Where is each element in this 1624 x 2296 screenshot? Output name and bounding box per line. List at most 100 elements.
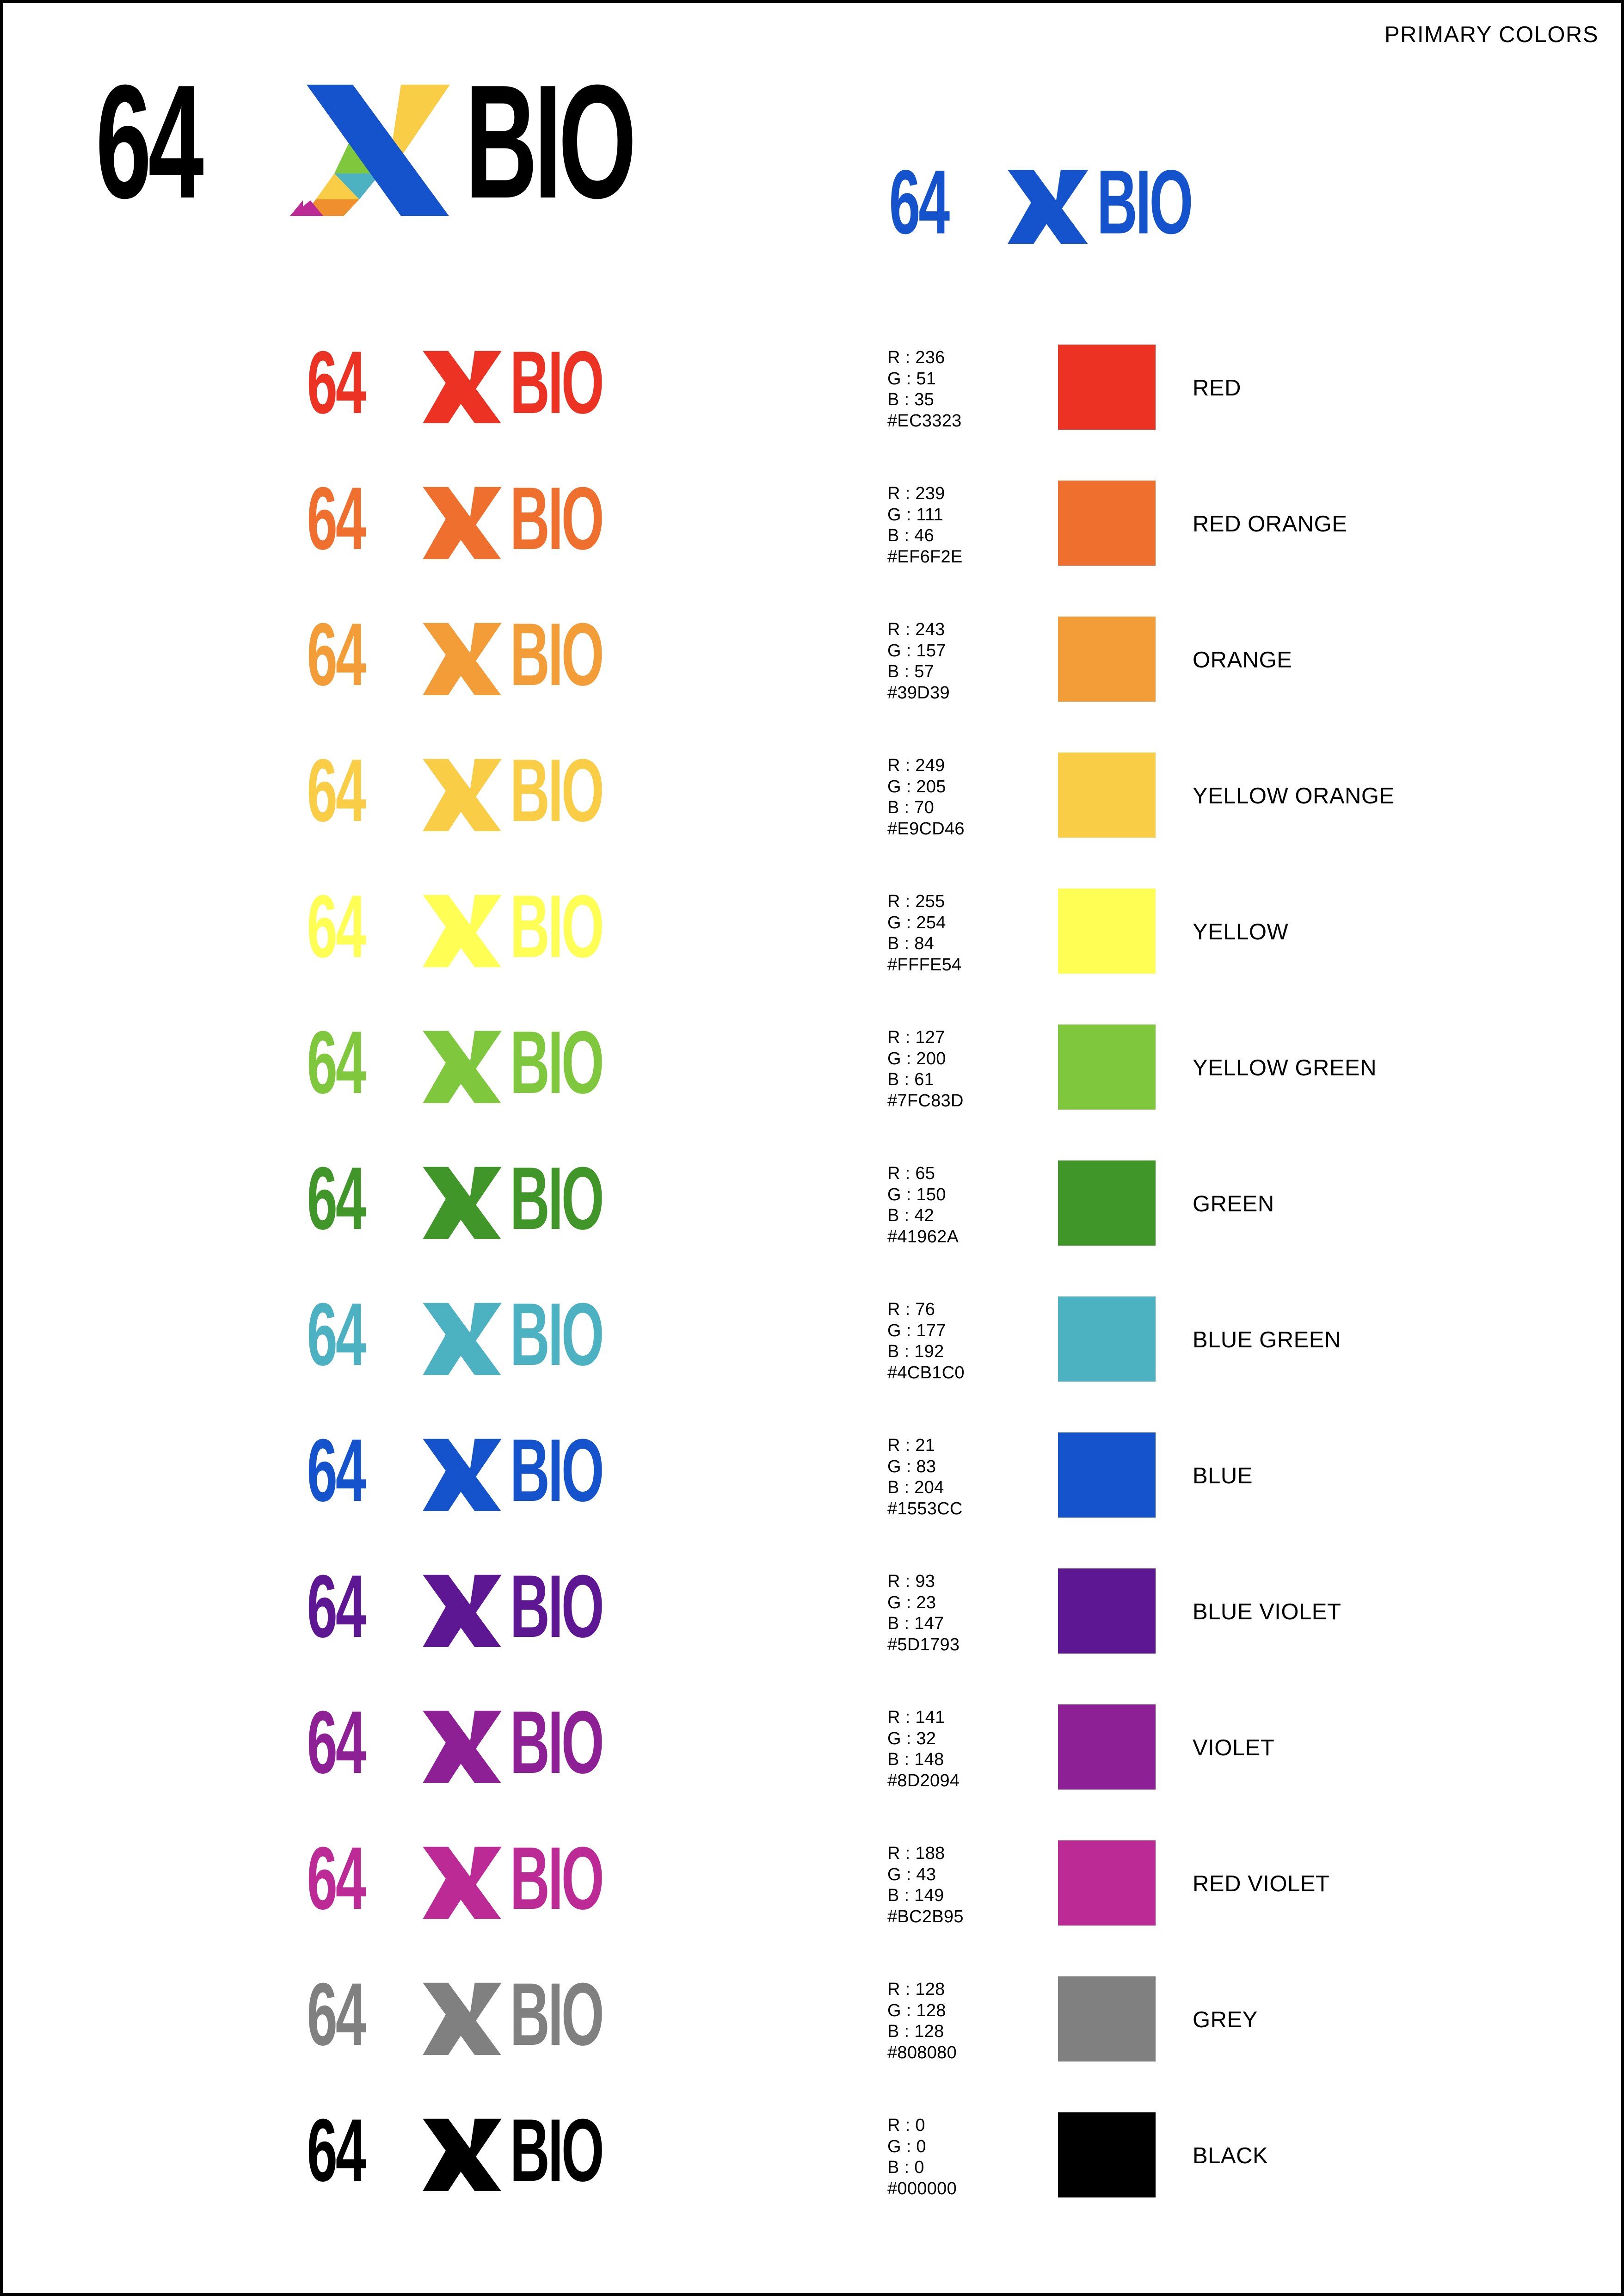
logo-variant-1-bio-text: BIO [510,478,603,559]
color-name: BLACK [1193,2143,1268,2168]
color-channel-g: G : 0 [887,2136,926,2156]
x-stroke-2 [1053,170,1089,222]
color-swatch [1058,1025,1156,1110]
logo-variant-8-x-stroke-3 [423,1466,464,1511]
logo-variant-3-svg: 64 BIO [307,750,604,831]
logo-variant-8-64-text: 64 [307,1430,367,1511]
logo-variant-red-violet: 64 BIO [305,1838,670,1919]
logo-variant-11-bio-text: BIO [510,1838,603,1919]
color-channel-b: B : 70 [887,798,935,817]
logo-variant-6-64-text: 64 [307,1158,367,1239]
logo-variant-0-x-stroke-3 [423,378,464,423]
color-values: R : 93 G : 23 B : 147 #5D1793 [887,1571,960,1655]
color-channel-g: G : 43 [887,1864,936,1884]
color-name: GREEN [1193,1191,1274,1216]
secondary-logo-svg: 64 BIO [889,160,1193,244]
x-stroke-1 [1008,170,1088,244]
logo-variant-2-x-stroke-1 [423,623,501,695]
logo-variant-13-x-stroke-3 [423,2146,464,2191]
color-hex: #8D2094 [887,1771,960,1790]
logo-variant-8-x-stroke-1 [423,1438,501,1511]
color-row: R : 243 G : 157 B : 57 #39D39 ORANGE [3,609,1621,745]
color-channel-r: R : 249 [887,756,945,775]
color-row: R : 65 G : 150 B : 42 #41962A GREEN [3,1153,1621,1289]
primary-logo-64-text: 64 [96,68,204,216]
color-swatch [1058,889,1156,974]
color-channel-g: G : 111 [887,505,944,525]
secondary-logo-lockup: 64 BIO [886,160,1261,244]
logo-variant-1-x-stroke-2 [467,487,502,538]
logo-variant-10-64-text: 64 [307,1702,367,1783]
logo-variant-1-x-stroke-3 [423,514,464,559]
logo-variant-9-bio-text: BIO [510,1566,603,1647]
color-channel-b: B : 148 [887,1750,944,1769]
color-channel-g: G : 200 [887,1049,946,1068]
color-channel-r: R : 236 [887,348,945,367]
logo-variant-5-x-stroke-3 [423,1058,464,1103]
color-swatch [1058,1976,1156,2061]
color-values: R : 65 G : 150 B : 42 #41962A [887,1163,959,1247]
color-values: R : 141 G : 32 B : 148 #8D2094 [887,1707,960,1791]
logo-variant-0-x-stroke-2 [467,351,502,402]
color-channel-b: B : 35 [887,390,935,409]
color-swatch [1058,2112,1156,2197]
logo-variant-4-x-stroke-3 [423,922,464,967]
logo-variant-9-x-stroke-2 [467,1574,502,1626]
logo-variant-yellow: 64 BIO [305,886,670,967]
logo-variant-6-bio-text: BIO [510,1158,603,1239]
logo-variant-5-bio-text: BIO [510,1022,603,1103]
logo-variant-6-x-stroke-2 [467,1167,502,1218]
color-channel-g: G : 23 [887,1592,936,1612]
logo-variant-12-x-stroke-2 [467,1982,502,2034]
logo-variant-4-64-text: 64 [307,886,367,967]
color-hex: #41962A [887,1227,959,1247]
color-hex: #4CB1C0 [887,1363,965,1383]
logo-variant-9-x-stroke-3 [423,1602,464,1647]
color-channel-b: B : 84 [887,934,935,953]
color-row: R : 239 G : 111 B : 46 #EF6F2E RED ORANGE [3,473,1621,609]
logo-variant-1-svg: 64 BIO [307,478,604,559]
color-channel-b: B : 42 [887,1206,935,1225]
color-name: YELLOW ORANGE [1193,784,1395,809]
logo-variant-2-x-stroke-3 [423,650,464,695]
color-name: RED VIOLET [1193,1871,1330,1896]
logo-variant-6-x-stroke-1 [423,1167,501,1239]
color-row: R : 255 G : 254 B : 84 #FFFE54 YELLOW [3,881,1621,1017]
color-channel-g: G : 150 [887,1185,946,1204]
color-swatch [1058,1432,1156,1518]
color-channel-b: B : 128 [887,2022,944,2041]
logo-variant-3-64-text: 64 [307,750,367,831]
color-channel-b: B : 147 [887,1614,944,1633]
logo-variant-2-bio-text: BIO [510,614,603,695]
color-channel-r: R : 188 [887,1844,945,1863]
color-row: R : 128 G : 128 B : 128 #808080 GREY [3,1969,1621,2105]
color-values: R : 21 G : 83 B : 204 #1553CC [887,1435,963,1519]
color-row: R : 188 G : 43 B : 149 #BC2B95 RED VIOLET [3,1833,1621,1969]
color-swatch [1058,1704,1156,1790]
logo-variant-8-x-stroke-2 [467,1438,502,1490]
color-channel-b: B : 57 [887,662,935,681]
color-channel-r: R : 0 [887,2116,925,2135]
logo-variant-6-x-stroke-3 [423,1194,464,1239]
logo-variant-grey: 64 BIO [305,1974,670,2055]
primary-logo-bio-text: BIO [465,68,634,216]
logo-variant-7-x-stroke-1 [423,1302,501,1375]
color-name: VIOLET [1193,1735,1275,1760]
color-channel-r: R : 76 [887,1300,935,1319]
primary-logo-svg: 64 BIO [96,68,637,216]
color-channel-g: G : 32 [887,1728,936,1748]
logo-variant-1-x-stroke-1 [423,487,501,559]
color-swatch [1058,617,1156,702]
color-name: YELLOW [1193,920,1289,944]
color-values: R : 243 G : 157 B : 57 #39D39 [887,619,950,704]
color-hex: #1553CC [887,1499,963,1518]
logo-variant-black: 64 BIO [305,2110,670,2191]
color-channel-b: B : 61 [887,1070,935,1089]
logo-variant-11-x-stroke-1 [423,1846,501,1919]
color-swatch [1058,753,1156,838]
logo-variant-1-64-text: 64 [307,478,367,559]
color-swatch [1058,1296,1156,1382]
color-hex: #5D1793 [887,1635,960,1654]
color-values: R : 255 G : 254 B : 84 #FFFE54 [887,891,961,975]
